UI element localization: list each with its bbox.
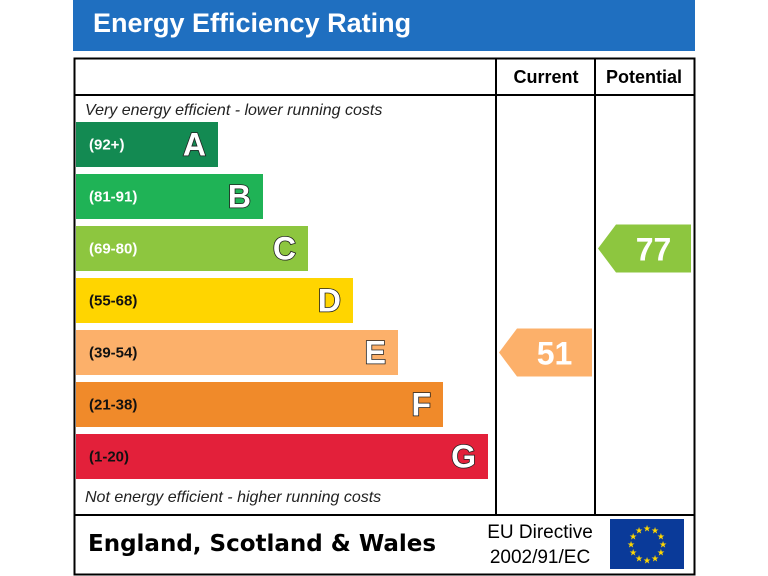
band-a-range: (92+) [89, 137, 124, 154]
band-d-range: (55-68) [89, 293, 137, 310]
band-d [76, 278, 353, 323]
eu-flag-icon: ★ ★★★★★★★★★★★ [610, 519, 684, 569]
band-c-letter: C [273, 231, 296, 267]
band-b-range: (81-91) [89, 189, 137, 206]
band-e-letter: E [365, 335, 386, 371]
region-label: England, Scotland & Wales [88, 531, 436, 557]
directive-line2: 2002/91/EC [490, 547, 590, 568]
chart-frame [73, 57, 696, 576]
top-note: Very energy efficient - lower running co… [85, 102, 382, 119]
flag-star-icon: ★ [651, 527, 659, 537]
potential-rating-value: 77 [636, 232, 672, 268]
flag-star-icon: ★ [635, 527, 643, 537]
band-g-letter: G [451, 439, 476, 475]
bottom-note: Not energy efficient - higher running co… [85, 489, 381, 506]
band-a [76, 122, 218, 167]
band-d-letter: D [318, 283, 341, 319]
band-c [76, 226, 308, 271]
band-e [76, 330, 398, 375]
rating-arrows: 51 77 [499, 224, 691, 377]
band-f [76, 382, 443, 427]
flag-star-icon: ★ [657, 549, 665, 559]
flag-star-icon: ★ [657, 533, 665, 543]
band-c-range: (69-80) [89, 241, 137, 258]
band-a-letter: A [183, 127, 206, 163]
band-e-range: (39-54) [89, 345, 137, 362]
current-column-header: Current [513, 67, 578, 87]
flag-star-icon: ★ [629, 549, 637, 559]
current-rating-value: 51 [537, 336, 573, 372]
potential-rating-arrow [598, 224, 691, 273]
flag-star-icon: ★ [629, 533, 637, 543]
flag-star-icon: ★ [651, 554, 659, 564]
band-f-letter: F [411, 387, 431, 423]
flag-star-icon: ★ [659, 541, 667, 551]
flag-star-icon: ★ [643, 525, 651, 535]
current-rating-arrow [499, 328, 592, 377]
band-f-range: (21-38) [89, 397, 137, 414]
rating-bands: (92+) A (81-91) B (69-80) C (55-68) D (39-54) E (2… [76, 122, 488, 479]
flag-star-icon: ★ [627, 541, 635, 551]
band-g-range: (1-20) [89, 449, 129, 466]
band-b-letter: B [228, 179, 251, 215]
chart-title: Energy Efficiency Rating [93, 8, 412, 38]
band-b [76, 174, 263, 219]
flag-star-icon: ★ [635, 554, 643, 564]
flag-star-icon: ★ [643, 557, 651, 567]
title-bar: Energy Efficiency Rating [73, 0, 695, 51]
directive-line1: EU Directive [487, 522, 593, 543]
band-g [76, 434, 488, 479]
potential-column-header: Potential [606, 67, 682, 87]
